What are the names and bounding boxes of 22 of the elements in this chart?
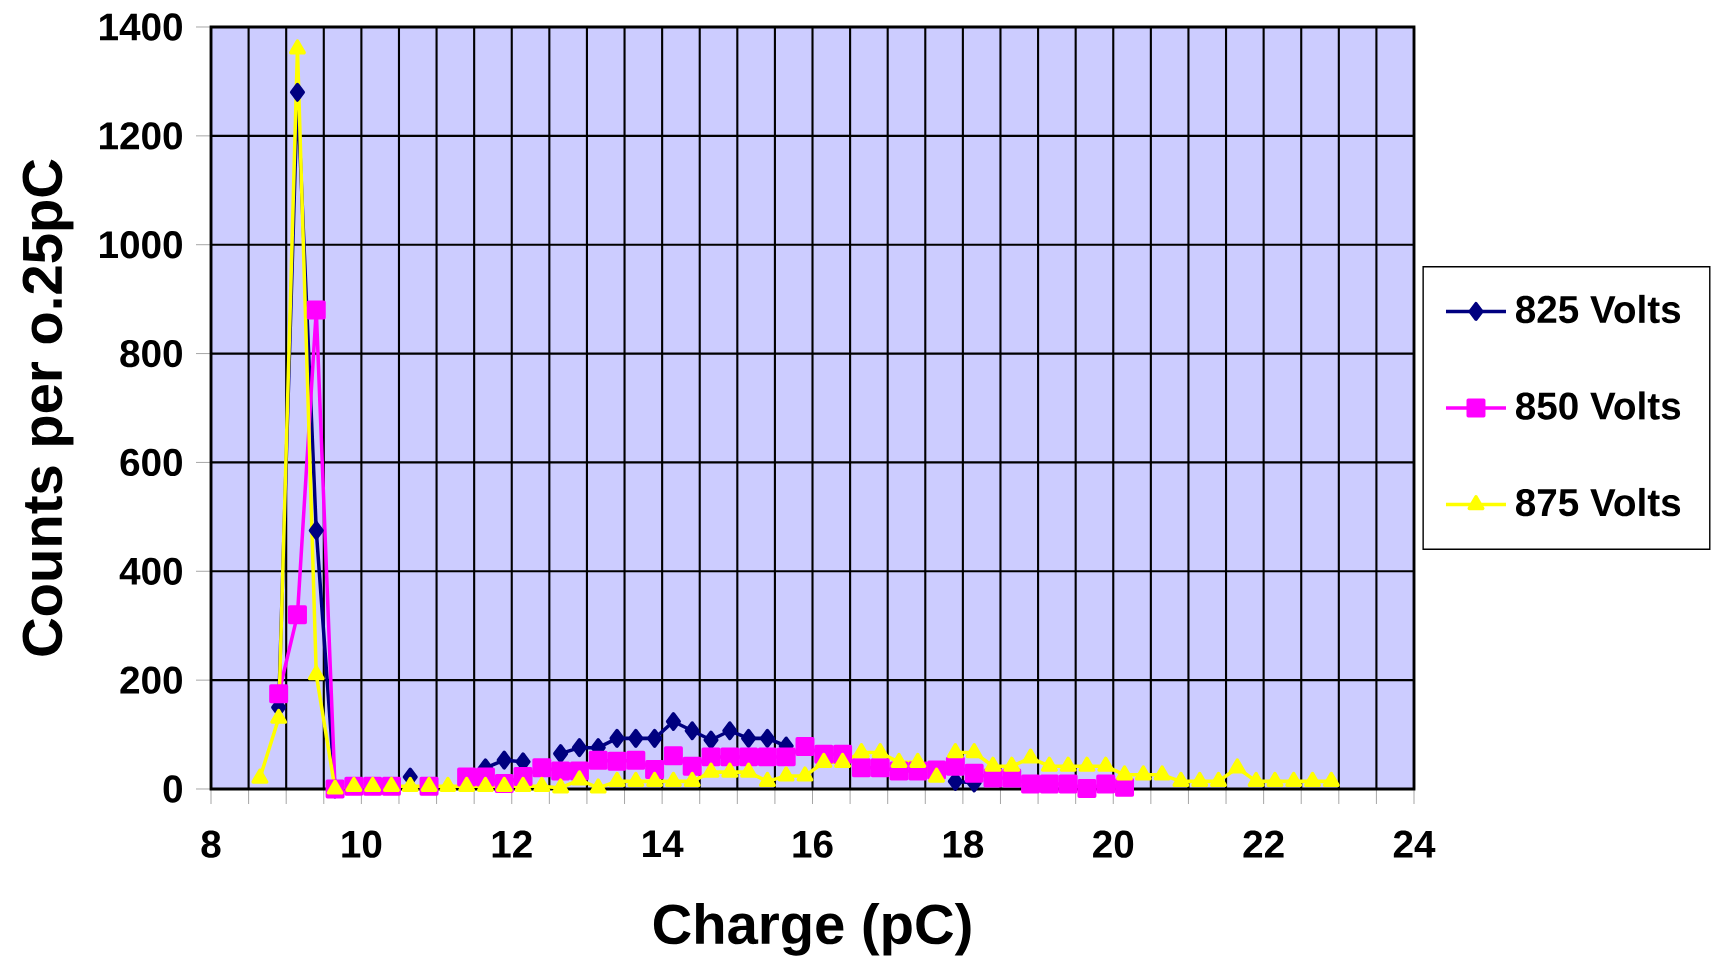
y-tick-label: 400 (119, 557, 182, 585)
x-tick-label: 16 (793, 830, 833, 858)
x-tick-label: 14 (643, 830, 684, 858)
y-tick-label: 1000 (100, 231, 182, 259)
x-tick-label: 18 (943, 830, 984, 858)
x-tick-label: 10 (342, 830, 382, 858)
x-tick-label: 22 (1243, 830, 1284, 858)
x-tick-label: 20 (1093, 830, 1134, 858)
legend-label: 825 Volts (1515, 294, 1681, 324)
legend-label: 875 Volts (1515, 487, 1681, 517)
y-axis-title: Counts per o.25pC (22, 159, 74, 656)
y-tick-label: 800 (120, 339, 182, 368)
y-tick-label: 200 (120, 666, 182, 694)
legend-label: 850 Volts (1515, 391, 1681, 420)
y-tick-label: 1400 (100, 13, 182, 41)
x-axis-title: Charge (pC) (653, 903, 971, 956)
y-tick-label: 600 (120, 448, 182, 477)
x-tick-label: 12 (492, 830, 532, 858)
x-tick-label: 24 (1393, 830, 1436, 858)
y-tick-label: 0 (163, 775, 182, 803)
x-tick-label: 8 (201, 830, 221, 858)
y-tick-label: 1200 (100, 122, 182, 150)
